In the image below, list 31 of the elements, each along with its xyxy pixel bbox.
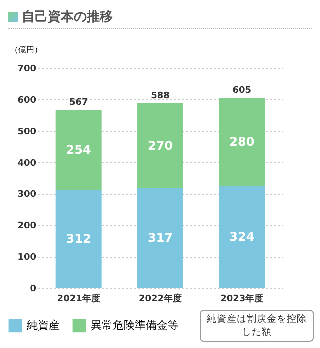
total-label: 588	[151, 92, 170, 102]
bar	[219, 186, 266, 288]
text: 純資産は割戻金を控除した額	[200, 310, 314, 342]
legend-label: 純資産	[27, 318, 60, 332]
legend-label: 異常危険準備金等	[91, 318, 179, 332]
chart-title: 自己資本の推移	[22, 9, 113, 26]
bar	[56, 110, 102, 190]
data-label: 317	[148, 231, 174, 246]
bar	[56, 190, 102, 288]
data-label: 312	[66, 232, 92, 246]
x-tick-label: 2022年度	[138, 294, 182, 304]
bar	[219, 98, 266, 186]
data-label: 270	[148, 138, 174, 153]
y-axis-title: （億円）	[10, 46, 42, 54]
y-tick-label: 300	[18, 190, 36, 200]
y-tick-label: 500	[18, 127, 36, 138]
y-tick-label: 100	[18, 253, 36, 264]
bar	[138, 104, 184, 188]
bar	[138, 188, 184, 288]
data-label: 280	[230, 135, 255, 150]
y-tick-label: 700	[18, 64, 36, 74]
data-label: 324	[230, 230, 255, 244]
y-tick-label: 200	[18, 222, 36, 232]
y-tick-label: 400	[18, 158, 36, 169]
y-tick-label: 0	[30, 284, 36, 294]
x-tick-label: 2021年度	[57, 294, 100, 304]
x-tick-label: 2023年度	[220, 294, 264, 304]
y-tick-label: 600	[18, 96, 36, 106]
total-label: 567	[69, 98, 88, 108]
data-label: 254	[66, 143, 92, 158]
total-label: 605	[232, 86, 252, 96]
